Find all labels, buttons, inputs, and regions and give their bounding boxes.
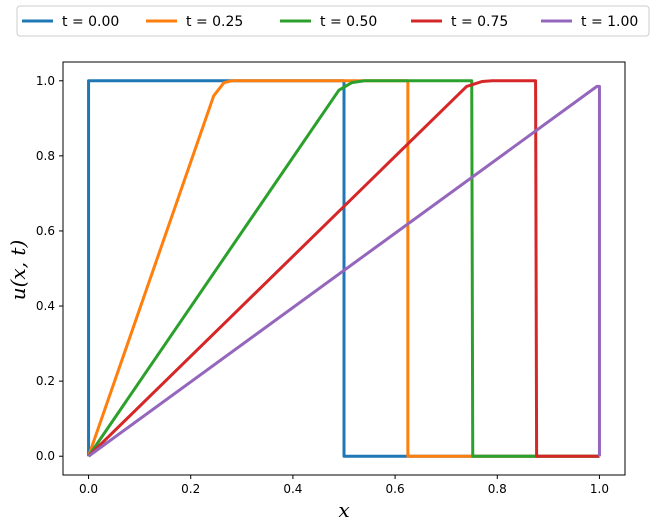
x-tick-label: 0.6 [386, 482, 405, 496]
series-line-4 [87, 84, 601, 458]
y-axis: 0.0 0.2 0.4 0.6 0.8 1.0 [36, 74, 63, 463]
plot-lines [87, 79, 601, 458]
x-tick-label: 0.0 [79, 482, 98, 496]
legend-label-0: t = 0.00 [62, 14, 119, 30]
legend-label-2: t = 0.50 [320, 14, 377, 30]
y-tick-label: 0.2 [36, 374, 55, 388]
x-axis-label: x [338, 498, 349, 522]
series-line-2 [87, 79, 600, 458]
series-line-3 [87, 79, 600, 458]
x-tick-label: 1.0 [590, 482, 609, 496]
y-tick-label: 0.0 [36, 449, 55, 463]
x-tick-label: 0.8 [488, 482, 507, 496]
legend: t = 0.00 t = 0.25 t = 0.50 t = 0.75 t = 1.00 [16, 5, 650, 37]
x-tick-label: 0.2 [181, 482, 200, 496]
legend-label-4: t = 1.00 [581, 14, 638, 30]
y-tick-label: 0.4 [36, 299, 55, 313]
series-line-1 [87, 79, 600, 458]
legend-label-3: t = 0.75 [451, 14, 508, 30]
y-tick-label: 0.6 [36, 224, 55, 238]
legend-frame [16, 5, 650, 37]
y-axis-label: u(x, t) [6, 240, 30, 301]
legend-label-1: t = 0.25 [186, 14, 243, 30]
x-axis: 0.0 0.2 0.4 0.6 0.8 1.0 [79, 475, 609, 496]
y-tick-label: 1.0 [36, 74, 55, 88]
plot-frame [62, 61, 626, 476]
x-tick-label: 0.4 [283, 482, 302, 496]
y-tick-label: 0.8 [36, 149, 55, 163]
